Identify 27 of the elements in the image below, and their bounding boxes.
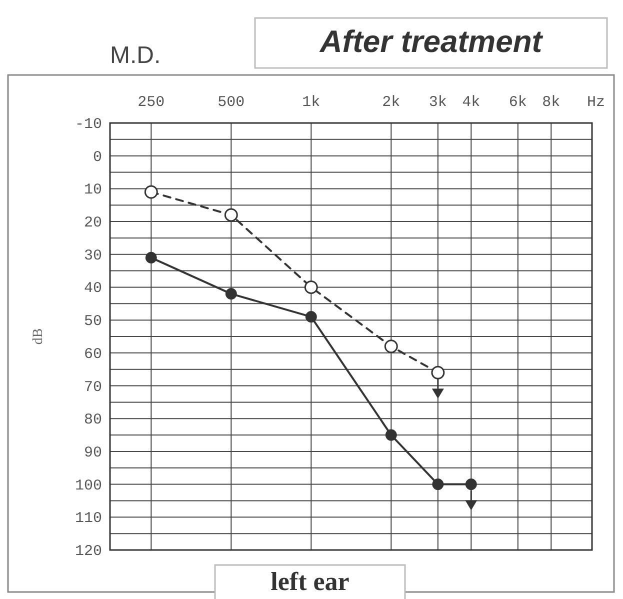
y-tick-label: 30 (84, 247, 102, 264)
y-tick-label: 20 (84, 214, 102, 232)
chart-subtitle: M.D. (110, 42, 161, 69)
x-axis-title: Hz (586, 94, 605, 111)
x-tick-label: 500 (218, 94, 245, 111)
x-tick-label: 1k (302, 94, 320, 111)
y-tick-label: 110 (74, 510, 102, 528)
x-tick-label: 4k (462, 94, 480, 111)
x-tick-label: 3k (428, 94, 447, 111)
y-tick-label: 50 (84, 313, 102, 330)
x-tick-label: 6k (508, 94, 527, 111)
text: left ear (270, 567, 350, 596)
y-tick-label: 60 (84, 346, 102, 363)
y-tick-label: 80 (84, 412, 102, 429)
y-tick-label: 40 (84, 280, 102, 298)
chart-title: After treatment (318, 24, 544, 59)
y-tick-label: 70 (84, 378, 102, 396)
x-tick-label: 8k (542, 94, 560, 111)
y-tick-label: 100 (74, 477, 102, 494)
y-tick-label: 90 (84, 444, 102, 462)
y-tick-label: -10 (74, 116, 102, 133)
x-tick-label: 2k (382, 94, 400, 111)
y-axis-title: dB (31, 328, 46, 345)
x-tick-label: 250 (138, 94, 165, 111)
y-tick-label: 120 (74, 543, 102, 560)
y-tick-label: 0 (92, 148, 102, 166)
y-tick-label: 10 (84, 182, 102, 199)
